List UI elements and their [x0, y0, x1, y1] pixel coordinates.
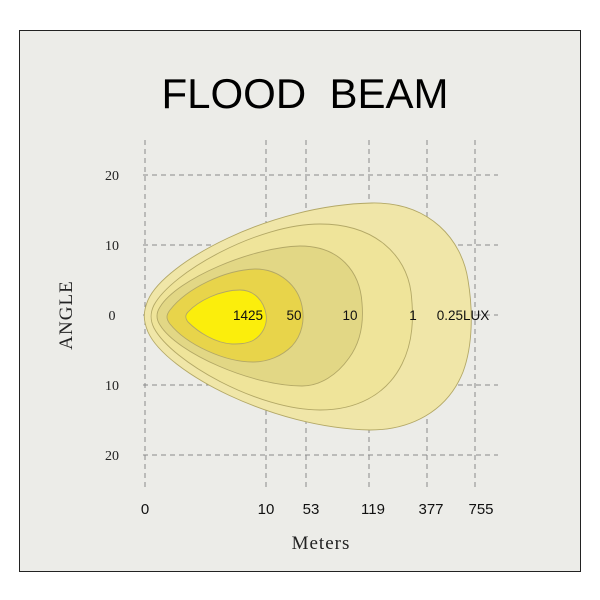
x-tick-label: 10: [258, 501, 275, 518]
y-tick-label: 10: [105, 239, 119, 254]
x-tick-label: 53: [303, 501, 320, 518]
lux-label-50: 50: [286, 308, 301, 323]
x-tick-label: 0: [141, 501, 149, 518]
y-tick-label: 0: [109, 309, 116, 324]
lux-label-1: 1: [409, 308, 417, 323]
lux-label-0-25: 0.25LUX: [437, 308, 490, 323]
x-tick-label: 377: [418, 501, 443, 518]
y-axis-label: ANGLE: [56, 280, 77, 349]
chart-title: FLOOD BEAM: [161, 70, 448, 117]
lux-labels: 1425 50 10 1 0.25LUX: [233, 308, 489, 323]
y-tick-label: 20: [105, 449, 119, 464]
y-tick-label: 10: [105, 379, 119, 394]
beam-contours: [143, 202, 472, 431]
x-tick-label: 755: [468, 501, 493, 518]
x-axis-label: Meters: [292, 533, 351, 554]
x-axis-ticks: 0 10 53 119 377 755: [141, 501, 494, 518]
x-tick-label: 119: [361, 501, 385, 518]
lux-label-10: 10: [342, 308, 357, 323]
y-axis-ticks: 20 10 0 10 20: [105, 169, 119, 464]
contour-1425-lux: [185, 289, 267, 345]
y-tick-label: 20: [105, 169, 119, 184]
lux-label-1425: 1425: [233, 308, 263, 323]
